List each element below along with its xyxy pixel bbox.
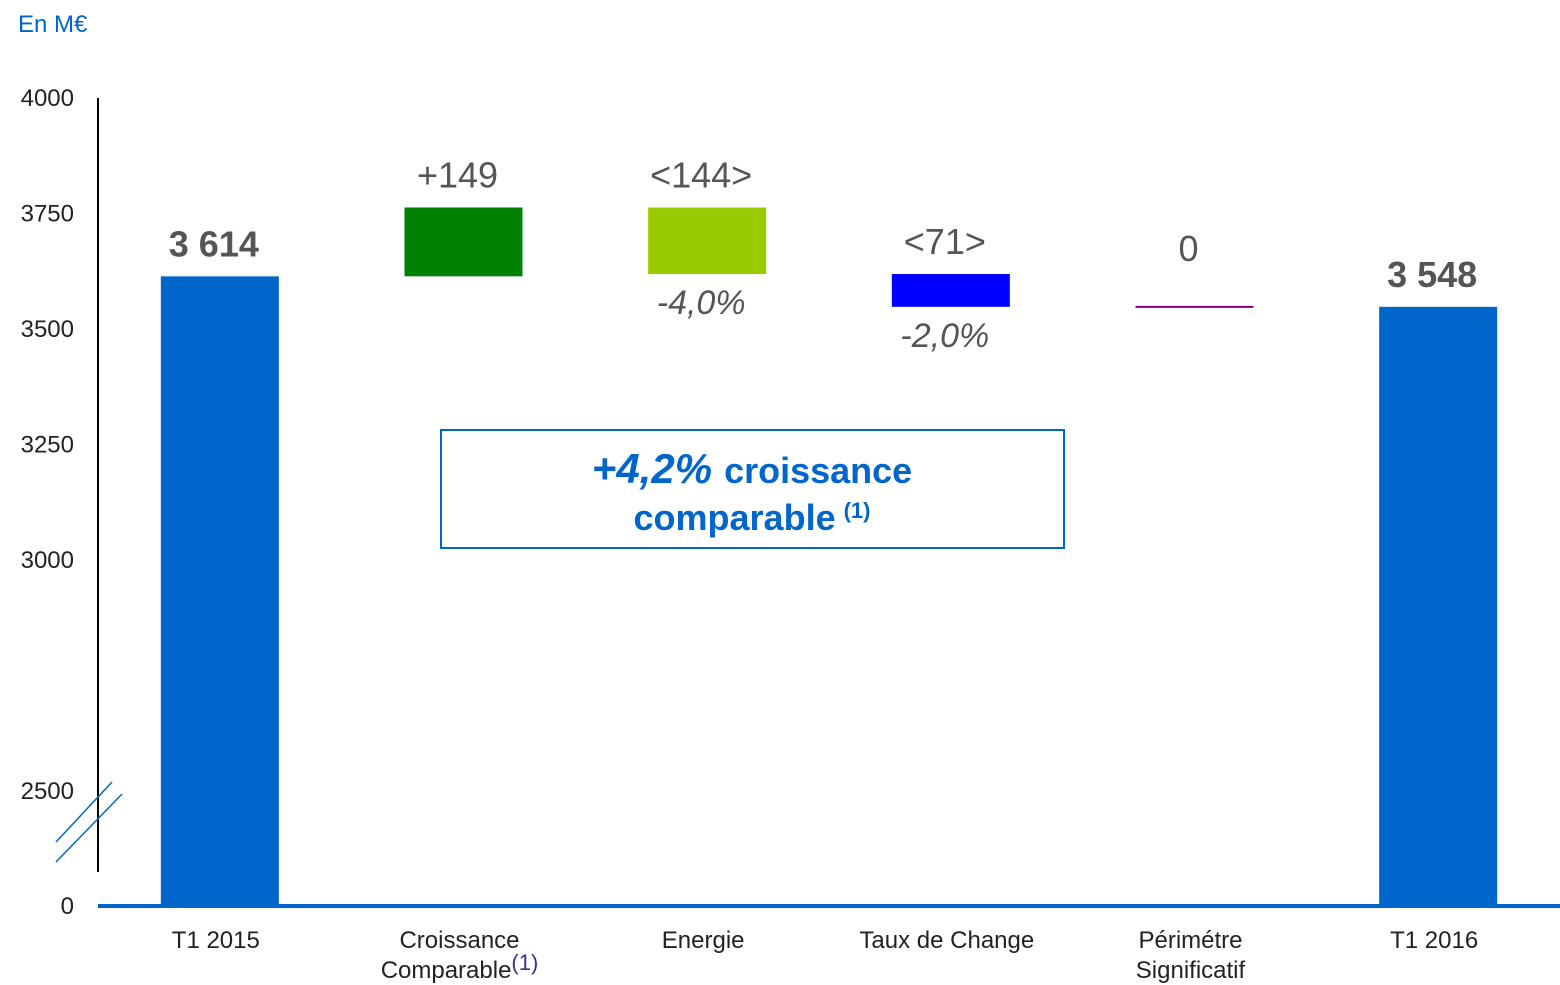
x-tick-label-line: Croissance	[399, 927, 519, 954]
callout-line: comparable	[634, 497, 836, 538]
callout-note: (1)	[844, 498, 871, 523]
x-tick-label-line: Energie	[662, 927, 745, 954]
y-tick-label: 3500	[21, 316, 74, 343]
x-tick-label: Taux de Change	[859, 927, 1034, 954]
axis-break	[55, 793, 123, 863]
x-tick-label: Energie	[662, 927, 745, 954]
x-tick-label-line: Périmétre	[1138, 927, 1242, 954]
value-label: <144>	[650, 154, 752, 195]
x-tick-label-line: Comparable	[381, 957, 512, 984]
callout-line: croissance	[724, 450, 912, 491]
x-tick-label: T1 2016	[1390, 927, 1478, 954]
value-label: 3 548	[1387, 254, 1477, 295]
y-tick-label: 3750	[21, 201, 74, 228]
x-tick-label-line: Significatif	[1136, 957, 1246, 984]
percent-label: -4,0%	[657, 284, 746, 322]
bar	[1379, 306, 1498, 907]
bar	[160, 276, 279, 906]
callout-highlight: +4,2%	[592, 445, 712, 492]
axis-break	[55, 781, 113, 843]
percent-label: -2,0%	[900, 317, 989, 355]
x-tick-label-line: T1 2015	[172, 927, 260, 954]
x-tick-label: T1 2015	[172, 927, 260, 954]
category-note: (1)	[511, 950, 538, 975]
y-tick-label: 2500	[21, 778, 74, 805]
value-label: 0	[1178, 228, 1198, 269]
bar	[648, 207, 767, 275]
y-tick-label: 0	[61, 893, 74, 920]
callout-box	[440, 429, 1065, 549]
x-tick-label-line: T1 2016	[1390, 927, 1478, 954]
unit-label: En M€	[18, 11, 88, 38]
x-tick-label: Périmétre Significatif	[1136, 927, 1246, 984]
x-tick-label: Croissance Comparable(1)	[381, 927, 539, 984]
y-tick-label: 3250	[21, 432, 74, 459]
callout-text: +4,2% croissance	[592, 445, 912, 492]
value-label: 3 614	[169, 223, 259, 264]
y-tick-label: 4000	[21, 85, 74, 112]
value-label: +149	[417, 154, 498, 195]
x-tick-label-line: Taux de Change	[859, 927, 1034, 954]
bar	[404, 207, 523, 277]
value-label: <71>	[904, 221, 986, 262]
callout-text: comparable (1)	[634, 497, 871, 538]
y-tick-label: 3000	[21, 547, 74, 574]
bar	[891, 274, 1010, 307]
